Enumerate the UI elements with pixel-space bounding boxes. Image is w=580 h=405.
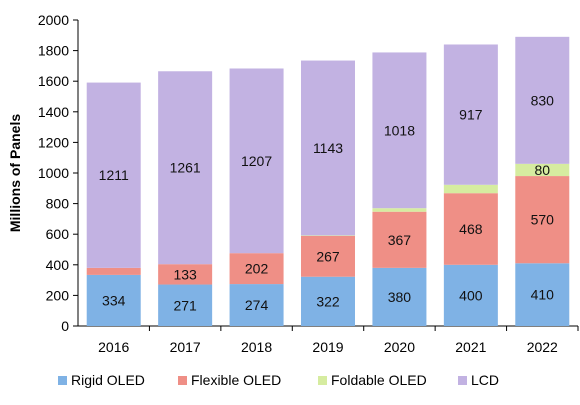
- bar-segment-flexible-oled: [158, 264, 213, 285]
- x-tick-label: 2018: [241, 339, 272, 355]
- data-label: 133: [173, 266, 197, 282]
- bar-segment-rigid-oled: [229, 284, 284, 326]
- bar-segment-rigid-oled: [515, 263, 570, 326]
- data-label: 274: [245, 297, 269, 313]
- bar-segment-lcd: [158, 71, 213, 265]
- data-label: 202: [245, 261, 269, 277]
- bar-segment-lcd: [443, 44, 498, 185]
- bar-segment-lcd: [515, 36, 570, 164]
- legend-swatch-rigid-oled: [58, 376, 67, 385]
- data-label: 570: [531, 212, 555, 228]
- y-tick-label: 800: [46, 196, 70, 212]
- data-label: 322: [316, 293, 340, 309]
- x-tick-label: 2020: [384, 339, 415, 355]
- data-label: 367: [388, 232, 412, 248]
- bar-segment-flexible-oled: [86, 267, 141, 275]
- bar-segment-foldable-oled: [372, 208, 427, 212]
- y-tick-label: 400: [46, 257, 70, 273]
- data-label: 1018: [384, 122, 415, 138]
- legend-label: Foldable OLED: [331, 372, 427, 388]
- legend-swatch-lcd: [458, 376, 467, 385]
- bar-segment-flexible-oled: [515, 176, 570, 264]
- bar-segment-lcd: [372, 52, 427, 209]
- x-tick-label: 2016: [98, 339, 129, 355]
- data-label: 1261: [170, 160, 201, 176]
- bar-segment-flexible-oled: [372, 211, 427, 268]
- data-label: 400: [459, 287, 483, 303]
- x-tick-label: 2021: [455, 339, 486, 355]
- x-tick-label: 2022: [527, 339, 558, 355]
- plot-area: 0 200 400 600 800 1000 1200 1400 1600 1800 2000 Mil…: [7, 12, 579, 388]
- y-tick-label: 1200: [38, 134, 69, 150]
- y-axis-label: Millions of Panels: [7, 114, 23, 232]
- bar-segment-rigid-oled: [86, 274, 141, 326]
- bar-segment-foldable-oled: [301, 235, 355, 236]
- data-label: 267: [316, 248, 340, 264]
- data-label: 917: [459, 107, 483, 123]
- y-tick-label: 1000: [38, 165, 69, 181]
- data-label: 830: [531, 92, 555, 108]
- legend-label: Rigid OLED: [71, 372, 145, 388]
- data-label: 1207: [241, 153, 272, 169]
- bar-segment-flexible-oled: [443, 193, 498, 265]
- y-tick-label: 1600: [38, 73, 69, 89]
- bar-segment-lcd: [86, 82, 141, 268]
- data-label: 410: [531, 287, 555, 303]
- bar-segment-foldable-oled: [443, 184, 498, 194]
- y-tick-label: 0: [61, 318, 69, 334]
- x-tick-label: 2019: [312, 339, 343, 355]
- bar-segment-rigid-oled: [372, 267, 427, 326]
- y-tick-label: 1400: [38, 104, 69, 120]
- bar-segment-flexible-oled: [229, 253, 284, 285]
- legend-swatch-flexible-oled: [178, 376, 187, 385]
- y-tick-label: 200: [46, 287, 70, 303]
- bar-segment-rigid-oled: [443, 264, 498, 326]
- bar-segment-flexible-oled: [301, 235, 355, 277]
- data-label: 1143: [313, 140, 343, 156]
- legend-label: LCD: [471, 372, 499, 388]
- data-label: 80: [534, 162, 550, 178]
- data-label: 271: [173, 297, 197, 313]
- y-tick-label: 600: [46, 226, 70, 242]
- bar-segment-lcd: [301, 60, 355, 236]
- legend-swatch-foldable-oled: [318, 376, 327, 385]
- data-label: 468: [459, 221, 483, 237]
- bar-segment-rigid-oled: [158, 284, 213, 326]
- y-tick-label: 2000: [38, 12, 69, 28]
- bar-segment-rigid-oled: [301, 276, 355, 326]
- bar-segment-lcd: [229, 68, 284, 254]
- y-tick-label: 1800: [38, 43, 69, 59]
- data-label: 334: [102, 292, 126, 308]
- bar-segment-foldable-oled: [515, 163, 570, 177]
- data-label: 1211: [99, 167, 129, 183]
- legend-label: Flexible OLED: [191, 372, 281, 388]
- x-tick-label: 2017: [170, 339, 201, 355]
- data-label: 380: [388, 289, 412, 305]
